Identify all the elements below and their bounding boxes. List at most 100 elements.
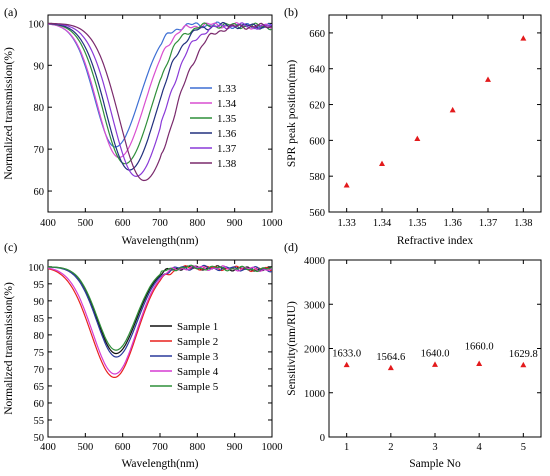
x-tick-label: 800: [189, 218, 205, 229]
x-tick-label: 400: [40, 218, 56, 229]
y-tick-label: 70: [34, 145, 45, 156]
y-tick-label: 0: [320, 433, 325, 444]
x-tick-label: 1: [344, 442, 349, 453]
plot-frame: [47, 259, 273, 438]
y-tick-label: 620: [309, 101, 325, 112]
x-tick-label: 600: [115, 442, 131, 453]
x-tick-label: 600: [115, 218, 131, 229]
data-point: [520, 35, 527, 41]
x-tick-label: 3: [432, 442, 437, 453]
data-point: [432, 361, 438, 367]
x-tick-label: 1.38: [514, 218, 532, 229]
y-tick-label: 90: [34, 61, 45, 72]
plot-frame: [328, 14, 542, 213]
x-tick-label: 900: [227, 218, 243, 229]
y-tick-label: 70: [34, 365, 45, 376]
x-tick-label: 800: [189, 442, 205, 453]
panel-0: 400 500 600 700 800 900 1000 60 70 80 90 100 Wavelen…: [3, 5, 283, 247]
x-tick-label: 1.34: [373, 218, 392, 229]
y-axis-label: Normalized transmission(%): [3, 47, 15, 180]
panel-2: 400 500 600 700 800 900 1000 50 55 60 65 70 75 80 85 90…: [3, 240, 283, 470]
x-axis-label: Wavelength(nm): [122, 458, 199, 470]
data-point: [520, 361, 527, 368]
data-label: 1564.6: [376, 352, 405, 363]
legend-entry: 1.38: [217, 158, 237, 170]
y-tick-label: 1000: [304, 389, 325, 400]
x-tick-label: 500: [77, 442, 93, 453]
data-point: [379, 160, 385, 167]
x-tick-label: 5: [521, 442, 526, 453]
x-tick-label: 400: [40, 442, 56, 453]
y-axis-label: SPR peak position(nm): [286, 60, 298, 168]
data-label: 1660.0: [465, 342, 494, 353]
legend-entry: Sample 2: [177, 336, 218, 348]
data-point: [387, 364, 394, 371]
series-line-3: [48, 264, 272, 358]
y-tick-label: 90: [34, 297, 45, 308]
y-tick-label: 2000: [304, 345, 325, 356]
data-point: [449, 106, 456, 113]
x-tick-label: 1.33: [337, 218, 355, 229]
y-tick-label: 560: [309, 208, 325, 219]
panel-label: (b): [284, 5, 298, 19]
x-tick-label: 1.36: [443, 218, 461, 229]
y-tick-label: 60: [34, 399, 45, 410]
panel-1: 1.33 1.34 1.35 1.36 1.37 1.38 560 580 600 620 640 6…: [284, 5, 542, 247]
x-axis-label: Sample No: [409, 458, 461, 470]
x-axis-label: Wavelength(nm): [122, 235, 199, 247]
legend-entry: 1.36: [217, 128, 237, 140]
y-tick-label: 80: [34, 331, 45, 342]
series-line-3: [48, 22, 272, 165]
x-tick-label: 1.35: [408, 218, 426, 229]
y-tick-label: 600: [309, 136, 325, 147]
data-label: 1629.8: [509, 349, 538, 360]
x-tick-label: 4: [477, 442, 483, 453]
x-axis-label: Refractive index: [397, 235, 474, 247]
x-tick-label: 700: [152, 442, 168, 453]
y-tick-label: 85: [34, 314, 45, 325]
y-tick-label: 4000: [304, 256, 325, 267]
data-label: 1633.0: [332, 349, 361, 360]
legend-entry: Sample 5: [177, 381, 219, 393]
panel-label: (c): [4, 240, 17, 254]
y-tick-label: 55: [34, 416, 45, 427]
y-tick-label: 60: [34, 187, 45, 198]
legend-entry: 1.37: [217, 143, 237, 155]
x-tick-label: 1000: [262, 442, 283, 453]
data-point: [414, 135, 421, 141]
y-tick-label: 640: [309, 65, 325, 76]
legend-entry: Sample 3: [177, 351, 219, 363]
y-tick-label: 100: [28, 263, 44, 274]
data-point: [343, 182, 350, 188]
y-tick-label: 3000: [304, 300, 325, 311]
panel-3: 1 2 3 4 5 0 1000 2000 3000 4000 Sample No Sensitivi…: [284, 240, 542, 470]
y-tick-label: 660: [309, 29, 325, 40]
y-tick-label: 100: [28, 19, 44, 30]
series-line-2: [48, 21, 272, 159]
y-tick-label: 75: [34, 348, 45, 359]
panel-label: (a): [4, 5, 17, 19]
y-tick-label: 65: [34, 382, 45, 393]
legend-entry: 1.33: [217, 83, 237, 95]
y-tick-label: 80: [34, 103, 45, 114]
y-tick-label: 95: [34, 280, 45, 291]
legend-entry: 1.34: [217, 98, 237, 110]
y-axis-label: Normalized transmission(%): [3, 282, 15, 415]
x-tick-label: 700: [152, 218, 168, 229]
y-axis-label: Sensitivity(nm/RIU): [286, 301, 298, 396]
x-tick-label: 1.37: [479, 218, 497, 229]
x-tick-label: 900: [227, 442, 243, 453]
data-point: [485, 76, 491, 82]
legend-entry: 1.35: [217, 113, 237, 125]
x-tick-label: 500: [77, 218, 93, 229]
panel-label: (d): [284, 240, 298, 254]
data-point: [476, 360, 483, 366]
legend-entry: Sample 4: [177, 366, 219, 378]
y-tick-label: 50: [34, 433, 45, 444]
y-tick-label: 580: [309, 172, 325, 183]
data-point: [343, 361, 350, 368]
x-tick-label: 2: [388, 442, 393, 453]
series-line-6: [48, 22, 272, 182]
x-tick-label: 1000: [262, 218, 283, 229]
